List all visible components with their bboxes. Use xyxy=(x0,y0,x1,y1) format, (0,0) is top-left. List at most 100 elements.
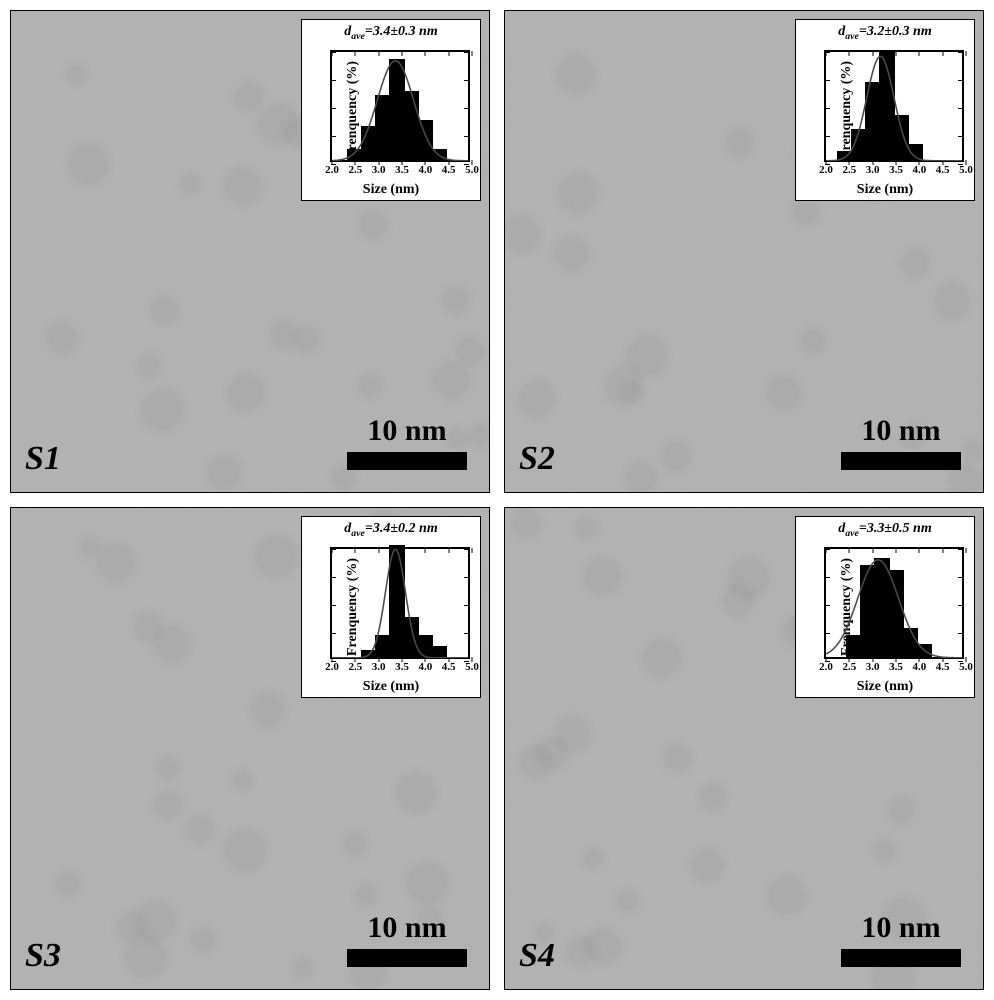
xtick-label: 2.5 xyxy=(348,661,362,673)
xtick-label: 3.0 xyxy=(866,661,880,673)
dave-eq: = xyxy=(365,24,373,39)
xtick-mark-top xyxy=(872,548,873,553)
ytick-mark xyxy=(331,577,336,578)
xtick-mark-top xyxy=(872,51,873,56)
xtick-mark-top xyxy=(355,51,356,56)
xtick-label: 2.0 xyxy=(819,164,833,176)
dave-sub: ave xyxy=(351,528,365,539)
inset-histogram: dave=3.3±0.5 nmFrenquency (%)Size (nm)2.… xyxy=(795,516,975,698)
scalebar-text: 10 nm xyxy=(841,414,961,448)
xtick-mark-top xyxy=(942,51,943,56)
inset-title: dave=3.4±0.2 nm xyxy=(344,521,437,539)
ytick-mark-right xyxy=(958,605,963,606)
xtick-label: 4.0 xyxy=(418,164,432,176)
scalebar-rect xyxy=(841,949,961,967)
xtick-label: 4.5 xyxy=(936,164,950,176)
inset-histogram: dave=3.4±0.3 nmFrenquency (%)Size (nm)2.… xyxy=(301,19,481,201)
xtick-mark-top xyxy=(402,548,403,553)
scalebar-rect xyxy=(841,452,961,470)
xtick-label: 3.0 xyxy=(866,164,880,176)
dave-value: 3.4±0.3 nm xyxy=(373,24,438,39)
ytick-mark xyxy=(331,549,336,550)
dave-prefix: d xyxy=(838,24,845,39)
xtick-label: 2.5 xyxy=(842,661,856,673)
ytick-mark xyxy=(825,605,830,606)
xtick-mark-top xyxy=(966,51,967,56)
ytick-mark xyxy=(331,52,336,53)
scalebar-rect xyxy=(347,949,467,967)
ytick-mark xyxy=(331,605,336,606)
xtick-label: 4.5 xyxy=(442,661,456,673)
dave-value: 3.4±0.2 nm xyxy=(373,521,438,536)
histogram-bar xyxy=(431,646,447,657)
ytick-mark-right xyxy=(464,108,469,109)
xtick-label: 3.5 xyxy=(395,164,409,176)
xtick-mark-top xyxy=(472,51,473,56)
ytick-mark xyxy=(331,136,336,137)
tem-panel-s2: S2 10 nm dave=3.2±0.3 nmFrenquency (%)Size… xyxy=(504,10,984,493)
ytick-mark-right xyxy=(958,80,963,81)
scalebar-text: 10 nm xyxy=(347,911,467,945)
inset-title: dave=3.4±0.3 nm xyxy=(344,24,437,42)
ytick-mark-right xyxy=(958,136,963,137)
xtick-label: 2.0 xyxy=(325,661,339,673)
inset-title: dave=3.3±0.5 nm xyxy=(838,521,931,539)
inset-xlabel: Size (nm) xyxy=(363,182,419,198)
ytick-mark xyxy=(331,108,336,109)
xtick-label: 5.0 xyxy=(465,164,479,176)
dave-sub: ave xyxy=(845,31,859,42)
xtick-label: 4.5 xyxy=(442,164,456,176)
xtick-label: 4.0 xyxy=(912,661,926,673)
inset-title: dave=3.2±0.3 nm xyxy=(838,24,931,42)
xtick-mark-top xyxy=(849,51,850,56)
plot-area: 2.02.53.03.54.04.55.0 xyxy=(824,50,964,162)
tem-panel-s4: S410 nmdave=3.3±0.5 nmFrenquency (%)Size… xyxy=(504,507,984,990)
ytick-mark-right xyxy=(958,549,963,550)
xtick-mark-top xyxy=(472,548,473,553)
xtick-label: 5.0 xyxy=(959,661,973,673)
ytick-mark-right xyxy=(464,549,469,550)
xtick-label: 2.5 xyxy=(842,164,856,176)
scalebar-rect xyxy=(347,452,467,470)
ytick-mark-right xyxy=(464,136,469,137)
xtick-label: 5.0 xyxy=(465,661,479,673)
dave-eq: = xyxy=(365,521,373,536)
xtick-label: 3.5 xyxy=(395,661,409,673)
panel-label: S1 xyxy=(25,440,61,478)
scalebar-text: 10 nm xyxy=(841,911,961,945)
scalebar: 10 nm xyxy=(841,414,961,470)
plot-area: 2.02.53.03.54.04.55.0 xyxy=(824,547,964,659)
ytick-mark xyxy=(825,164,830,165)
xtick-mark-top xyxy=(896,548,897,553)
xtick-label: 2.0 xyxy=(819,661,833,673)
xtick-label: 2.5 xyxy=(348,164,362,176)
panel-label: S2 xyxy=(519,440,555,478)
dave-prefix: d xyxy=(838,521,845,536)
xtick-mark-top xyxy=(425,548,426,553)
ytick-mark-right xyxy=(464,633,469,634)
xtick-mark-top xyxy=(378,548,379,553)
xtick-mark-top xyxy=(378,51,379,56)
xtick-mark-top xyxy=(942,548,943,553)
ytick-mark xyxy=(825,80,830,81)
xtick-mark-top xyxy=(849,548,850,553)
inset-xlabel: Size (nm) xyxy=(857,182,913,198)
dave-value: 3.3±0.5 nm xyxy=(867,521,932,536)
dave-value: 3.2±0.3 nm xyxy=(867,24,932,39)
ytick-mark-right xyxy=(958,633,963,634)
ytick-mark xyxy=(331,661,336,662)
inset-histogram: dave=3.2±0.3 nmFrenquency (%)Size (nm)2.… xyxy=(795,19,975,201)
ytick-mark xyxy=(825,549,830,550)
ytick-mark xyxy=(825,633,830,634)
xtick-label: 4.0 xyxy=(912,164,926,176)
ytick-mark-right xyxy=(464,577,469,578)
dave-prefix: d xyxy=(344,521,351,536)
histogram-bar xyxy=(907,144,923,160)
ytick-mark-right xyxy=(958,164,963,165)
xtick-mark-top xyxy=(896,51,897,56)
ytick-mark xyxy=(825,577,830,578)
xtick-mark-top xyxy=(425,51,426,56)
scalebar: 10 nm xyxy=(347,911,467,967)
xtick-mark-top xyxy=(355,548,356,553)
dave-sub: ave xyxy=(351,31,365,42)
